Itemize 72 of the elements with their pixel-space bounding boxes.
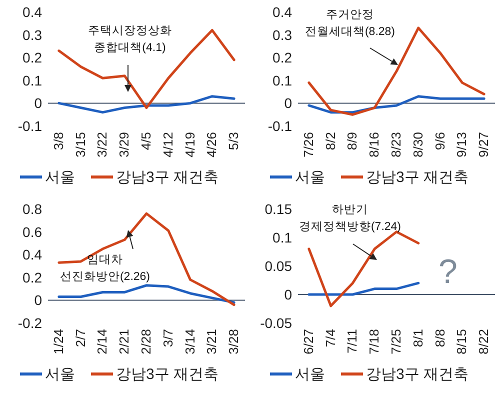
- y-tick-label: 0.4: [272, 4, 292, 20]
- x-tick-label: 7/18: [366, 329, 382, 354]
- x-tick-label: 8/9: [344, 132, 360, 150]
- x-tick-label: 3/21: [204, 329, 220, 354]
- x-tick-label: 7/4: [322, 329, 338, 348]
- x-tick-label: 8/23: [388, 132, 404, 158]
- y-tick-label: 0.2: [22, 269, 42, 286]
- x-tick-label: 3/15: [72, 132, 88, 158]
- x-tick-label: 4/12: [160, 132, 176, 158]
- x-tick-label: 4/19: [182, 132, 198, 158]
- y-tick-label: 0.05: [264, 258, 292, 274]
- x-tick-label: 8/8: [432, 329, 448, 348]
- x-tick-label: 1/24: [50, 329, 66, 354]
- x-tick-label: 3/22: [94, 132, 110, 158]
- x-tick-label: 8/22: [476, 329, 492, 354]
- y-tick-label: 0.1: [272, 230, 292, 246]
- y-tick-label: 0.3: [272, 26, 292, 43]
- y-tick-label: 0.1: [272, 72, 292, 88]
- x-tick-label: 4/5: [138, 132, 154, 150]
- x-tick-label: 6/27: [300, 329, 316, 354]
- x-tick-label: 7/11: [344, 329, 360, 354]
- annotation: 하반기 경제정책방향(7.24): [298, 204, 402, 233]
- x-tick-label: 8/16: [366, 132, 382, 158]
- x-tick-label: 2/21: [116, 329, 132, 354]
- y-tick-label: 0.6: [22, 224, 42, 240]
- x-tick-label: 3/28: [226, 329, 242, 354]
- y-tick-label: 0.4: [22, 246, 42, 263]
- annotation: 임대차 선진화방안(2.26): [60, 254, 150, 283]
- y-tick-label: -0.2: [18, 315, 42, 331]
- y-tick-label: -0.1: [268, 118, 292, 134]
- y-tick-label: 0.15: [264, 201, 292, 217]
- y-tick-label: 0: [284, 95, 292, 112]
- x-tick-label: 8/1: [410, 329, 426, 348]
- y-tick-label: -0.1: [18, 118, 42, 134]
- x-tick-label: 2/14: [94, 329, 110, 354]
- y-tick-label: 0: [284, 286, 292, 302]
- x-tick-label: 4/26: [204, 132, 220, 158]
- y-tick-label: 0.1: [22, 72, 42, 88]
- annotation: 주택시장정상화 종합대책(4.1): [88, 25, 172, 54]
- y-tick-label: 0.2: [22, 50, 42, 66]
- y-tick-label: 0: [34, 95, 42, 112]
- legend-label: 서울: [45, 169, 75, 186]
- x-tick-label: 7/26: [300, 132, 316, 158]
- legend-label: 서울: [295, 366, 325, 383]
- x-tick-label: 9/13: [454, 132, 470, 158]
- x-tick-label: 7/25: [388, 329, 404, 354]
- x-tick-label: 3/29: [116, 132, 132, 158]
- x-tick-label: 3/8: [50, 132, 66, 150]
- x-tick-label: 8/15: [454, 329, 470, 354]
- x-tick-label: 3/7: [160, 329, 176, 348]
- x-tick-label: 8/2: [322, 132, 338, 150]
- x-tick-label: 2/7: [72, 329, 88, 348]
- x-tick-label: 8/30: [410, 132, 426, 158]
- legend-label: 서울: [295, 169, 325, 186]
- legend-label: 강남3구 재건축: [116, 169, 219, 186]
- y-tick-label: 0.4: [22, 4, 42, 20]
- y-tick-label: -0.05: [260, 315, 292, 331]
- x-tick-label: 9/27: [476, 132, 492, 158]
- annotation: 주거안정 전월세대책(8.28): [304, 9, 396, 38]
- y-tick-label: 0.3: [22, 26, 42, 43]
- y-tick-label: 0.2: [272, 50, 292, 66]
- x-tick-label: 3/14: [182, 329, 198, 354]
- legend-label: 강남3구 재건축: [366, 366, 469, 383]
- legend-label: 강남3구 재건축: [366, 169, 469, 186]
- legend-label: 서울: [45, 366, 75, 383]
- x-tick-label: 5/3: [226, 132, 242, 150]
- y-tick-label: 0.8: [22, 201, 42, 217]
- legend-label: 강남3구 재건축: [116, 366, 219, 383]
- annotation: ?: [438, 253, 458, 291]
- y-tick-label: 0: [34, 292, 42, 308]
- x-tick-label: 9/6: [432, 132, 448, 150]
- x-tick-label: 2/28: [138, 329, 154, 354]
